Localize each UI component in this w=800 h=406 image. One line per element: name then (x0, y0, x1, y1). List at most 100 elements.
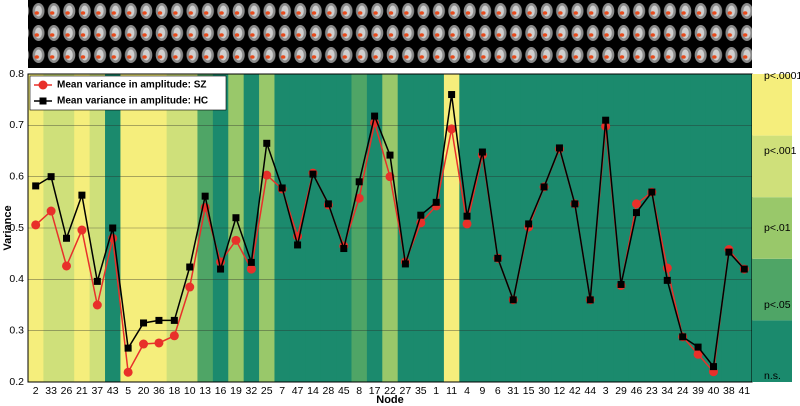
point (401, 260, 409, 268)
x-tick-label: 25 (261, 385, 273, 397)
x-tick-label: 38 (723, 385, 735, 397)
colorbar-segment (752, 135, 792, 198)
y-tick-label: 0.4 (9, 273, 24, 285)
x-tick-label: 31 (507, 385, 519, 397)
point (155, 316, 163, 324)
point (509, 296, 517, 304)
legend-marker (39, 97, 47, 105)
point (432, 198, 440, 206)
point (154, 338, 164, 348)
point (124, 344, 132, 352)
point (355, 178, 363, 186)
point (602, 116, 610, 124)
point (262, 170, 272, 180)
x-tick-label: 7 (279, 385, 285, 397)
x-tick-label: 9 (480, 385, 486, 397)
x-tick-label: 46 (631, 385, 643, 397)
x-tick-label: 28 (323, 385, 335, 397)
x-tick-label: 24 (677, 385, 689, 397)
point (555, 144, 563, 152)
point (169, 331, 179, 341)
x-axis-label: Node (376, 394, 404, 406)
point (62, 261, 72, 271)
point (92, 300, 102, 310)
x-tick-label: 27 (400, 385, 412, 397)
x-tick-label: 8 (356, 385, 362, 397)
point (694, 343, 702, 351)
x-tick-label: 29 (615, 385, 627, 397)
x-tick-label: 3 (603, 385, 609, 397)
x-tick-label: 34 (661, 385, 673, 397)
point (740, 265, 748, 273)
point (725, 248, 733, 256)
point (540, 183, 548, 191)
point (246, 264, 256, 274)
point (462, 219, 472, 229)
point (709, 363, 717, 371)
x-tick-label: 36 (153, 385, 165, 397)
y-tick-label: 0.5 (9, 222, 24, 234)
brain-maps (28, 2, 752, 68)
colorbar-segment (752, 258, 792, 321)
point (31, 220, 41, 230)
x-tick-label: 21 (76, 385, 88, 397)
x-tick-label: 10 (184, 385, 196, 397)
y-tick-label: 0.2 (9, 376, 24, 388)
x-tick-label: 26 (61, 385, 73, 397)
point (494, 254, 502, 262)
point (93, 277, 101, 285)
point (232, 214, 240, 222)
x-tick-label: 33 (45, 385, 57, 397)
point (631, 199, 641, 209)
point (109, 224, 117, 232)
point (309, 170, 317, 178)
colorbar-label: p<.05 (764, 299, 791, 311)
point (586, 296, 594, 304)
point (77, 225, 87, 235)
point (231, 235, 241, 245)
point (525, 220, 533, 228)
point (46, 206, 56, 216)
point (648, 188, 656, 196)
point (78, 191, 86, 199)
point (263, 139, 271, 147)
point (123, 367, 133, 377)
x-tick-label: 14 (307, 385, 319, 397)
y-tick-label: 0.3 (9, 324, 24, 336)
x-tick-label: 5 (125, 385, 131, 397)
x-tick-label: 1 (433, 385, 439, 397)
x-tick-label: 42 (569, 385, 581, 397)
point (278, 184, 286, 192)
point (663, 276, 671, 284)
x-tick-label: 44 (584, 385, 596, 397)
x-tick-label: 18 (168, 385, 180, 397)
point (324, 200, 332, 208)
x-tick-label: 17 (369, 385, 381, 397)
x-tick-label: 2 (33, 385, 39, 397)
point (340, 245, 348, 253)
x-tick-label: 35 (415, 385, 427, 397)
point (139, 339, 149, 349)
point (693, 349, 703, 359)
x-tick-label: 41 (738, 385, 750, 397)
x-tick-label: 40 (708, 385, 720, 397)
legend-marker (38, 80, 48, 90)
x-tick-label: 4 (464, 385, 470, 397)
point (247, 258, 255, 266)
y-tick-label: 0.8 (9, 68, 24, 80)
point (354, 193, 364, 203)
x-tick-label: 13 (199, 385, 211, 397)
colorbar-label: p<.01 (764, 222, 791, 234)
point (463, 212, 471, 220)
x-tick-label: 20 (138, 385, 150, 397)
colorbar-label: p<.001 (764, 145, 797, 157)
x-tick-label: 32 (246, 385, 258, 397)
x-tick-label: 22 (384, 385, 396, 397)
point (294, 241, 302, 249)
legend-box (29, 75, 227, 111)
point (417, 211, 425, 219)
x-tick-label: 30 (538, 385, 550, 397)
x-tick-label: 16 (215, 385, 227, 397)
x-tick-label: 6 (495, 385, 501, 397)
